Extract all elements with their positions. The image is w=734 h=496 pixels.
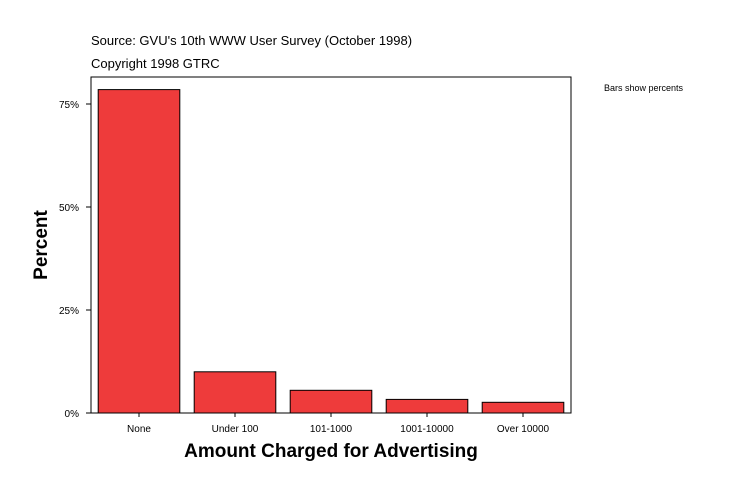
bar-under-100 [193,371,277,414]
bars-group [97,89,565,414]
y-axis: 0% 25% 50% 75% [59,100,91,420]
bar-over-10000 [481,401,565,414]
y-tick-label: 25% [59,306,79,317]
y-tick-label: 50% [59,203,79,214]
y-tick-label: 0% [65,409,80,420]
y-tick-label: 75% [59,100,79,111]
x-tick-label: 101-1000 [310,424,353,435]
x-axis: None Under 100 101-1000 1001-10000 Over 1000… [127,413,550,435]
x-tick-label: Over 10000 [497,424,550,435]
y-axis-title: Percent [31,209,52,279]
bar-1001-10000 [385,398,469,414]
x-tick-label: 1001-10000 [400,424,454,435]
bar-101-1000 [289,389,373,414]
copyright-text: Copyright 1998 GTRC [91,56,220,71]
x-tick-label: None [127,424,151,435]
x-axis-title: Amount Charged for Advertising [184,441,478,462]
x-tick-label: Under 100 [212,424,259,435]
bar-none [97,89,181,414]
note-text: Bars show percents [604,83,684,93]
source-text: Source: GVU's 10th WWW User Survey (Octo… [91,33,413,48]
